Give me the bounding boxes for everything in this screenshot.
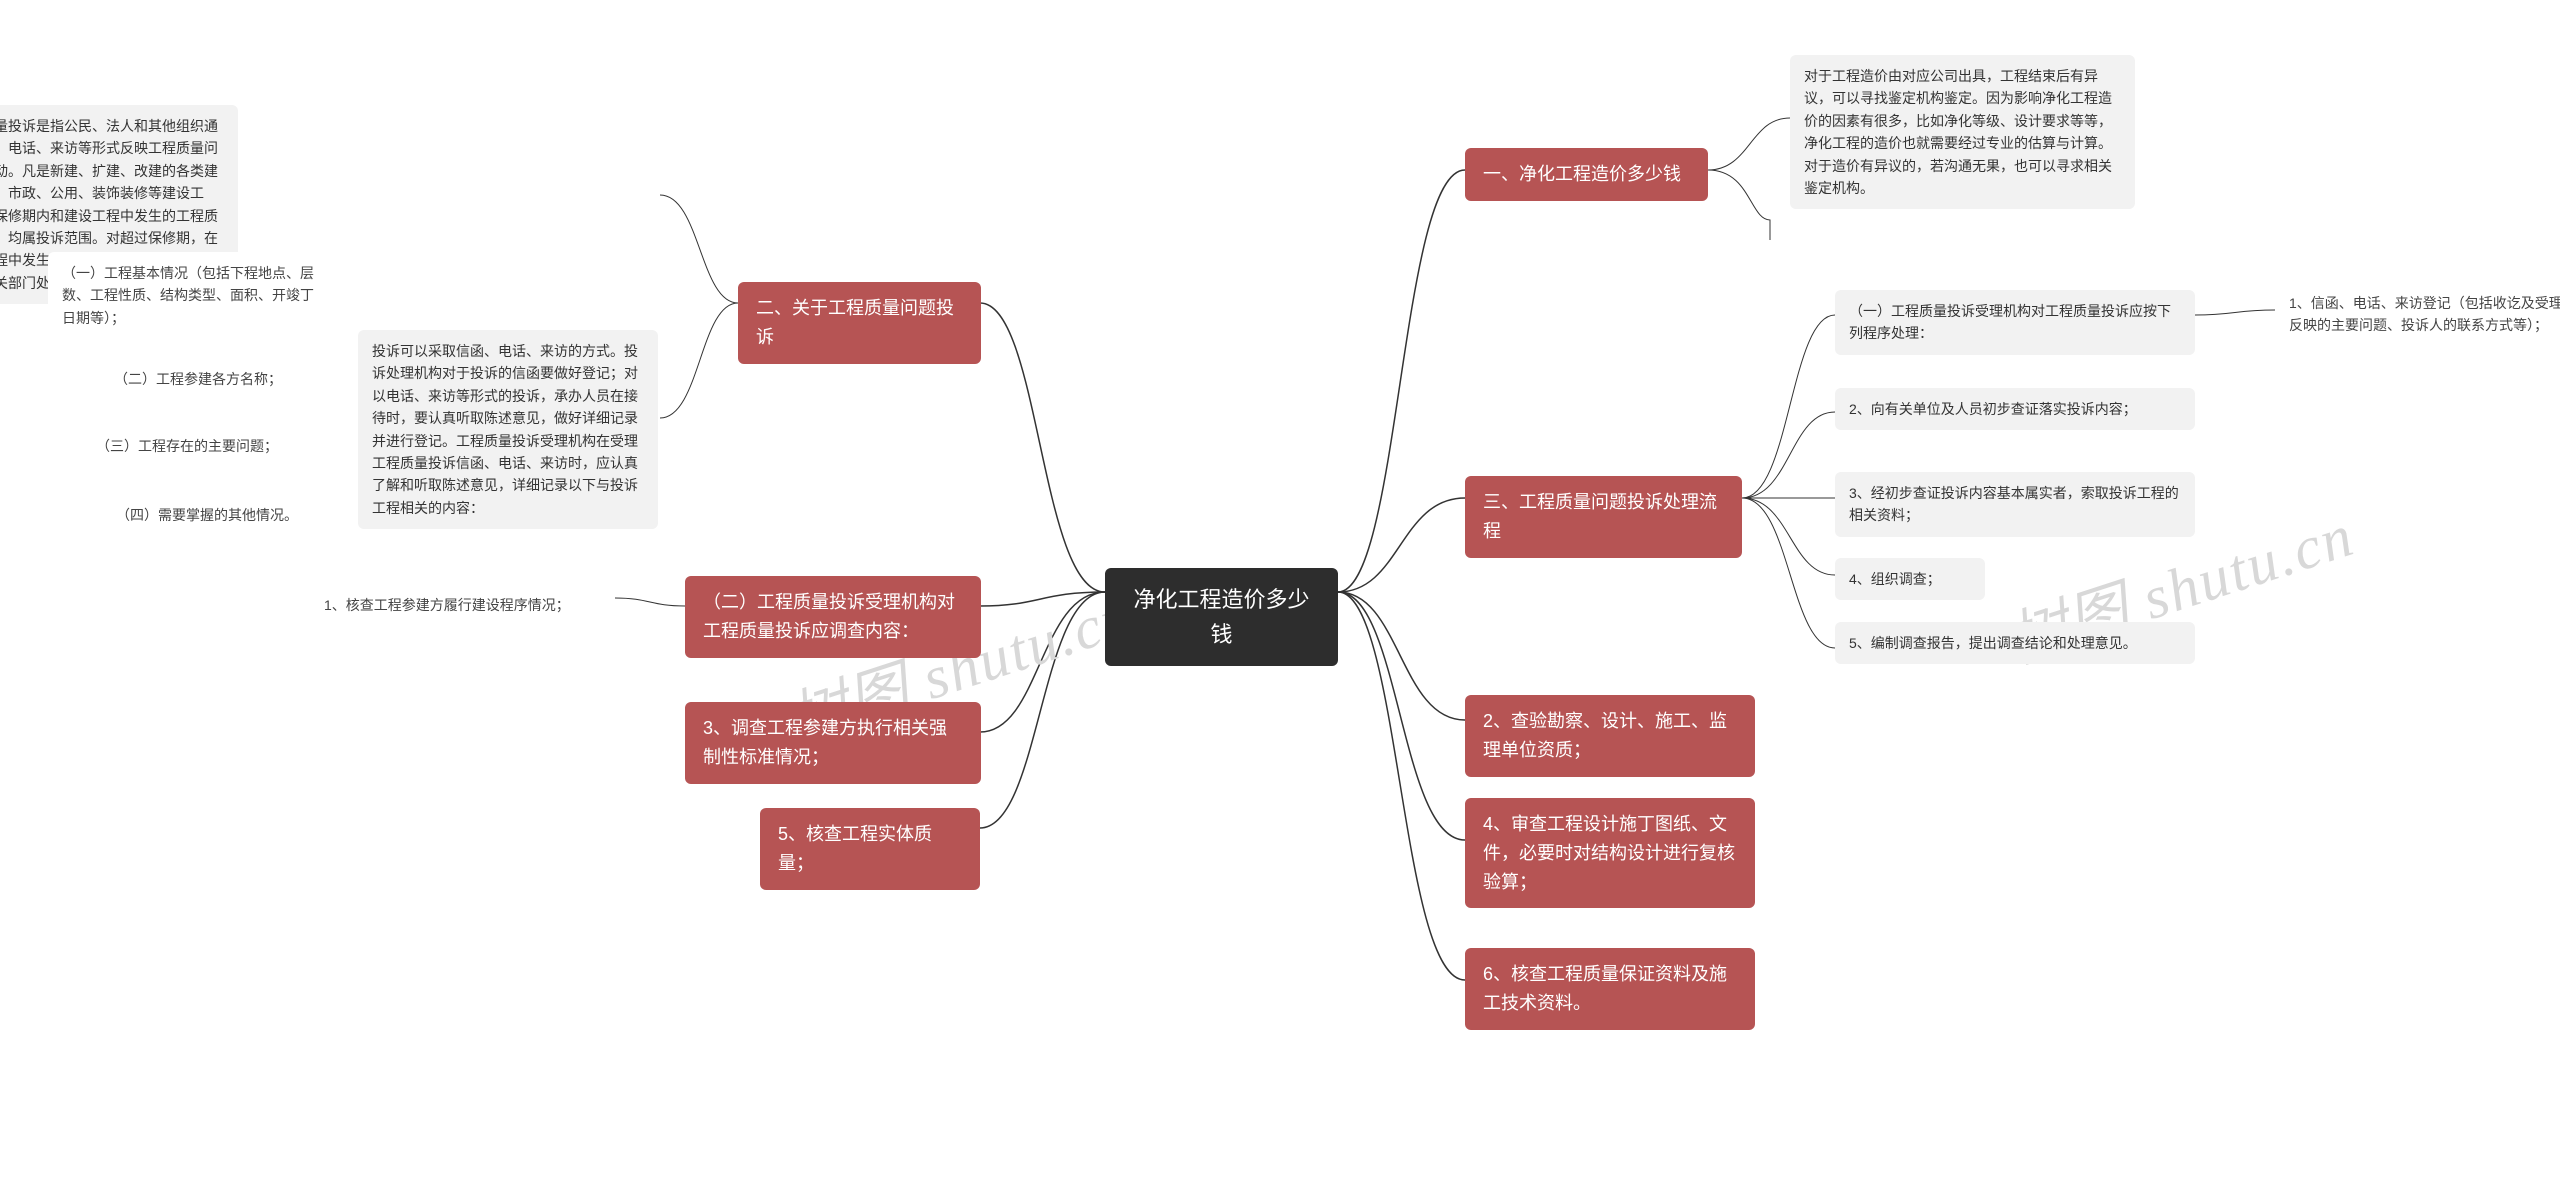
branch-left-2: 二、关于工程质量问题投诉: [738, 282, 981, 364]
branch-right-3: 三、工程质量问题投诉处理流程: [1465, 476, 1742, 558]
leaf-l2-2-sub2: （二）工程参建各方名称；: [100, 358, 332, 400]
branch-right-item4: 4、审查工程设计施丁图纸、文件，必要时对结构设计进行复核验算；: [1465, 798, 1755, 908]
leaf-l-er-1: 1、核查工程参建方履行建设程序情况；: [310, 584, 615, 626]
branch-right-1: 一、净化工程造价多少钱: [1465, 148, 1708, 201]
branch-left-item5: 5、核查工程实体质量；: [760, 808, 980, 890]
branch-left-er: （二）工程质量投诉受理机构对工程质量投诉应调查内容：: [685, 576, 981, 658]
branch-right-item2: 2、查验勘察、设计、施工、监理单位资质；: [1465, 695, 1755, 777]
branch-left-item3: 3、调查工程参建方执行相关强制性标准情况；: [685, 702, 981, 784]
leaf-r3-4: 4、组织调查；: [1835, 558, 1985, 600]
root-node: 净化工程造价多少钱: [1105, 568, 1338, 666]
leaf-r3-5: 5、编制调查报告，提出调查结论和处理意见。: [1835, 622, 2195, 664]
leaf-r1-detail: 对于工程造价由对应公司出具，工程结束后有异议，可以寻找鉴定机构鉴定。因为影响净化…: [1790, 55, 2135, 209]
leaf-r3-3: 3、经初步查证投诉内容基本属实者，索取投诉工程的相关资料；: [1835, 472, 2195, 537]
leaf-l2-2-sub1: （一）工程基本情况（包括下程地点、层数、工程性质、结构类型、面积、开竣丁日期等）…: [48, 252, 333, 339]
leaf-r3-2: 2、向有关单位及人员初步查证落实投诉内容；: [1835, 388, 2195, 430]
leaf-r3-1: （一）工程质量投诉受理机构对工程质量投诉应按下列程序处理：: [1835, 290, 2195, 355]
leaf-l2-2: 投诉可以采取信函、电话、来访的方式。投诉处理机构对于投诉的信函要做好登记；对以电…: [358, 330, 658, 529]
leaf-l2-2-sub4: （四）需要掌握的其他情况。: [102, 494, 332, 536]
leaf-l2-2-sub3: （三）工程存在的主要问题；: [82, 425, 332, 467]
leaf-r3-1-sub: 1、信函、电话、来访登记（包括收讫及受理时间、反映的主要问题、投诉人的联系方式等…: [2275, 282, 2560, 347]
branch-right-item6: 6、核查工程质量保证资料及施工技术资料。: [1465, 948, 1755, 1030]
